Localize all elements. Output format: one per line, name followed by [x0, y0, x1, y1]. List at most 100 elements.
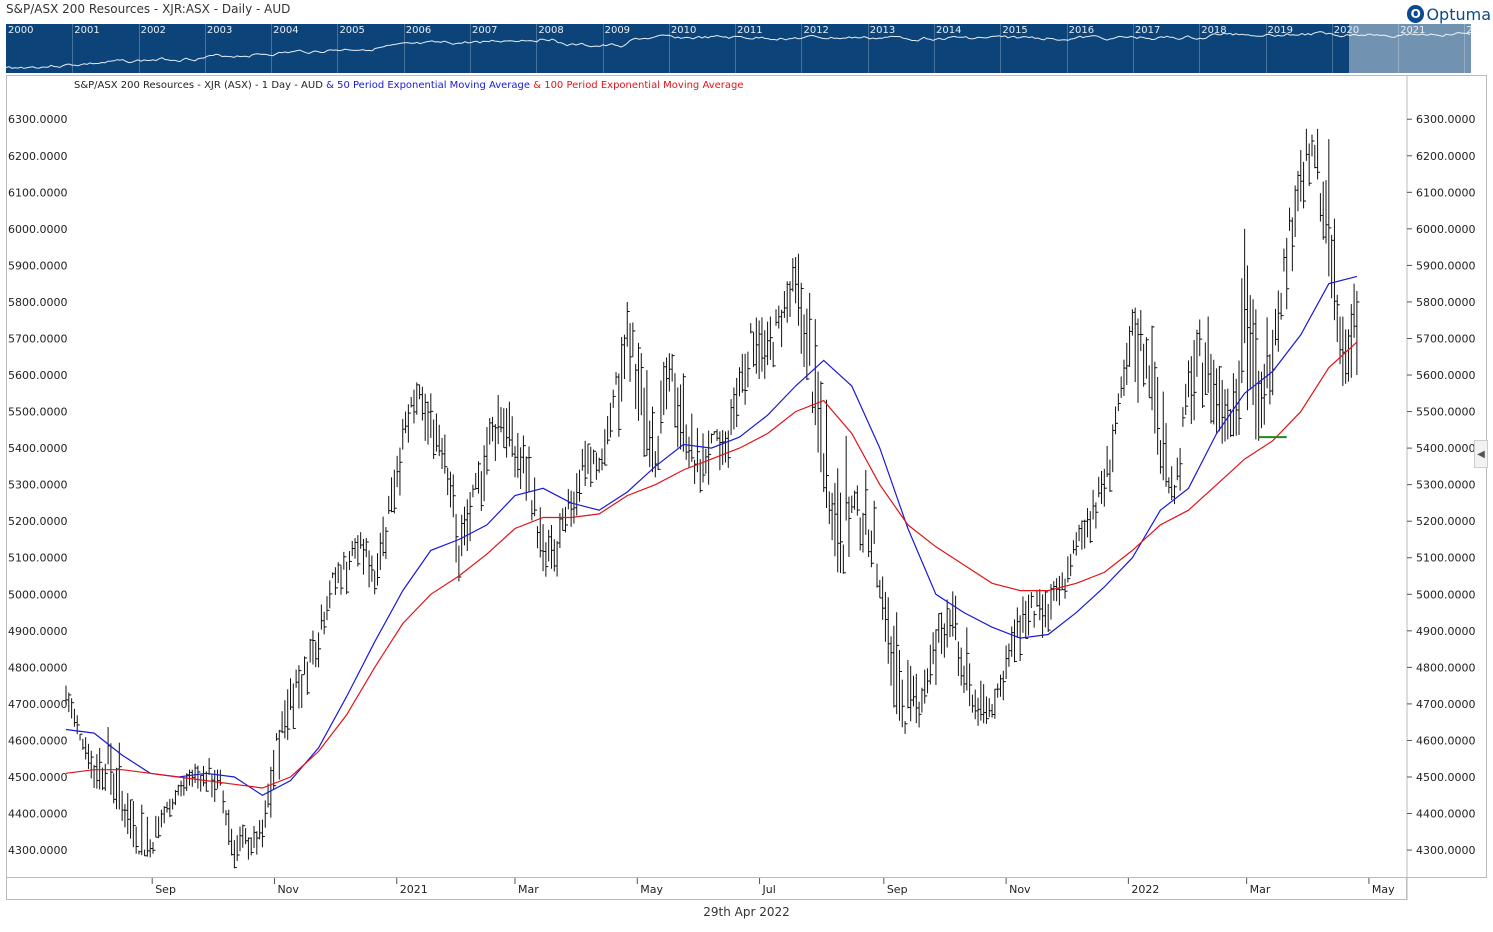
y-tick-label-right: 5200.0000: [1416, 515, 1476, 528]
price-bar: [876, 563, 880, 588]
navigator-year-divider: [1331, 24, 1333, 73]
price-bar: [733, 387, 737, 430]
price-bar: [1078, 524, 1082, 542]
price-bar: [840, 492, 844, 574]
price-bar: [1025, 600, 1029, 639]
price-bar: [101, 767, 105, 791]
price-bar: [719, 431, 723, 471]
price-bar: [480, 471, 484, 511]
y-tick-label-right: 5700.0000: [1416, 332, 1476, 345]
price-bar: [1207, 316, 1211, 393]
price-panel[interactable]: [6, 75, 1487, 878]
price-bar: [1263, 363, 1267, 425]
price-bar: [626, 301, 630, 347]
price-bar: [65, 685, 69, 705]
price-bar: [1022, 596, 1026, 633]
price-bar: [1126, 342, 1130, 386]
price-bar: [1266, 317, 1270, 389]
chevron-left-icon: ◀: [1477, 448, 1485, 460]
navigator-year-divider: [1464, 24, 1466, 73]
navigator-year-divider: [204, 24, 206, 73]
history-navigator[interactable]: 2000 2001 2002 2003 2004 2005 2006 2007 2008 2009…: [6, 24, 1471, 73]
price-bar: [1109, 459, 1113, 492]
price-bar: [1151, 325, 1155, 411]
price-bar: [169, 798, 173, 818]
price-bar: [601, 448, 605, 471]
price-bar: [506, 408, 510, 458]
price-bar: [795, 257, 799, 304]
price-bar: [1283, 248, 1287, 272]
price-bar: [514, 446, 518, 478]
price-bar: [1202, 362, 1206, 408]
price-bar: [792, 258, 796, 292]
price-bar: [1294, 185, 1298, 238]
price-bar: [264, 800, 268, 828]
navigator-year-divider: [602, 24, 604, 73]
navigator-year-label: 2010: [670, 25, 697, 36]
price-bar: [997, 683, 1001, 698]
price-bar: [1241, 278, 1245, 383]
price-bar: [696, 428, 700, 473]
price-bar: [977, 697, 981, 726]
y-tick-label-left: 5900.0000: [8, 259, 68, 272]
price-bar: [550, 525, 554, 569]
price-bar: [405, 411, 409, 434]
price-bar: [295, 669, 299, 688]
legend-main-series: S&P/ASX 200 Resources - XJR (ASX) - 1 Da…: [74, 80, 323, 91]
price-bar: [452, 474, 456, 518]
price-bar: [1350, 304, 1354, 378]
price-bar: [85, 737, 89, 760]
price-bar: [1014, 619, 1018, 663]
price-bar: [595, 452, 599, 480]
price-bar: [1238, 360, 1242, 435]
price-bar: [1154, 361, 1158, 434]
price-bar: [879, 580, 883, 599]
price-bar: [208, 757, 212, 775]
price-bar: [1291, 217, 1295, 272]
price-bar: [859, 517, 863, 551]
price-bar: [486, 427, 490, 475]
price-bar: [433, 419, 437, 460]
navigator-year-divider: [801, 24, 803, 73]
collapse-panel-button[interactable]: ◀: [1474, 440, 1488, 468]
price-bar: [811, 391, 815, 414]
price-bar: [548, 529, 552, 562]
price-bar: [654, 451, 658, 478]
price-bar: [424, 393, 428, 441]
navigator-visible-window[interactable]: [1349, 24, 1471, 73]
price-bar: [643, 387, 647, 457]
price-bar: [1134, 307, 1138, 383]
price-bar: [741, 353, 745, 393]
price-bar: [1280, 292, 1284, 320]
price-bar: [163, 806, 167, 824]
price-bar: [904, 721, 908, 734]
price-bar: [1300, 150, 1304, 202]
price-bar: [567, 489, 571, 510]
price-bar: [764, 330, 768, 379]
price-bar: [660, 380, 664, 434]
price-bar: [828, 491, 832, 525]
price-bar: [413, 389, 417, 424]
price-bar: [362, 538, 366, 575]
price-bar: [615, 372, 619, 385]
price-bar: [90, 750, 94, 779]
price-bar: [744, 353, 748, 405]
price-bar: [761, 317, 765, 372]
price-bar: [332, 572, 336, 578]
price-bar: [688, 436, 692, 468]
price-bar: [346, 561, 350, 595]
price-bar: [1005, 645, 1009, 679]
price-bar: [309, 638, 313, 663]
price-bar: [1148, 365, 1152, 399]
price-bar: [1176, 457, 1180, 481]
navigator-year-label: 2013: [869, 25, 896, 36]
price-bar: [623, 334, 627, 380]
price-bar: [382, 516, 386, 557]
price-bar: [1095, 502, 1099, 529]
price-bar: [1216, 368, 1220, 433]
navigator-year-label: 2009: [604, 25, 631, 36]
price-bar: [1213, 359, 1217, 425]
price-bar: [113, 773, 117, 804]
price-bar: [1336, 294, 1340, 343]
price-bar: [447, 467, 451, 496]
